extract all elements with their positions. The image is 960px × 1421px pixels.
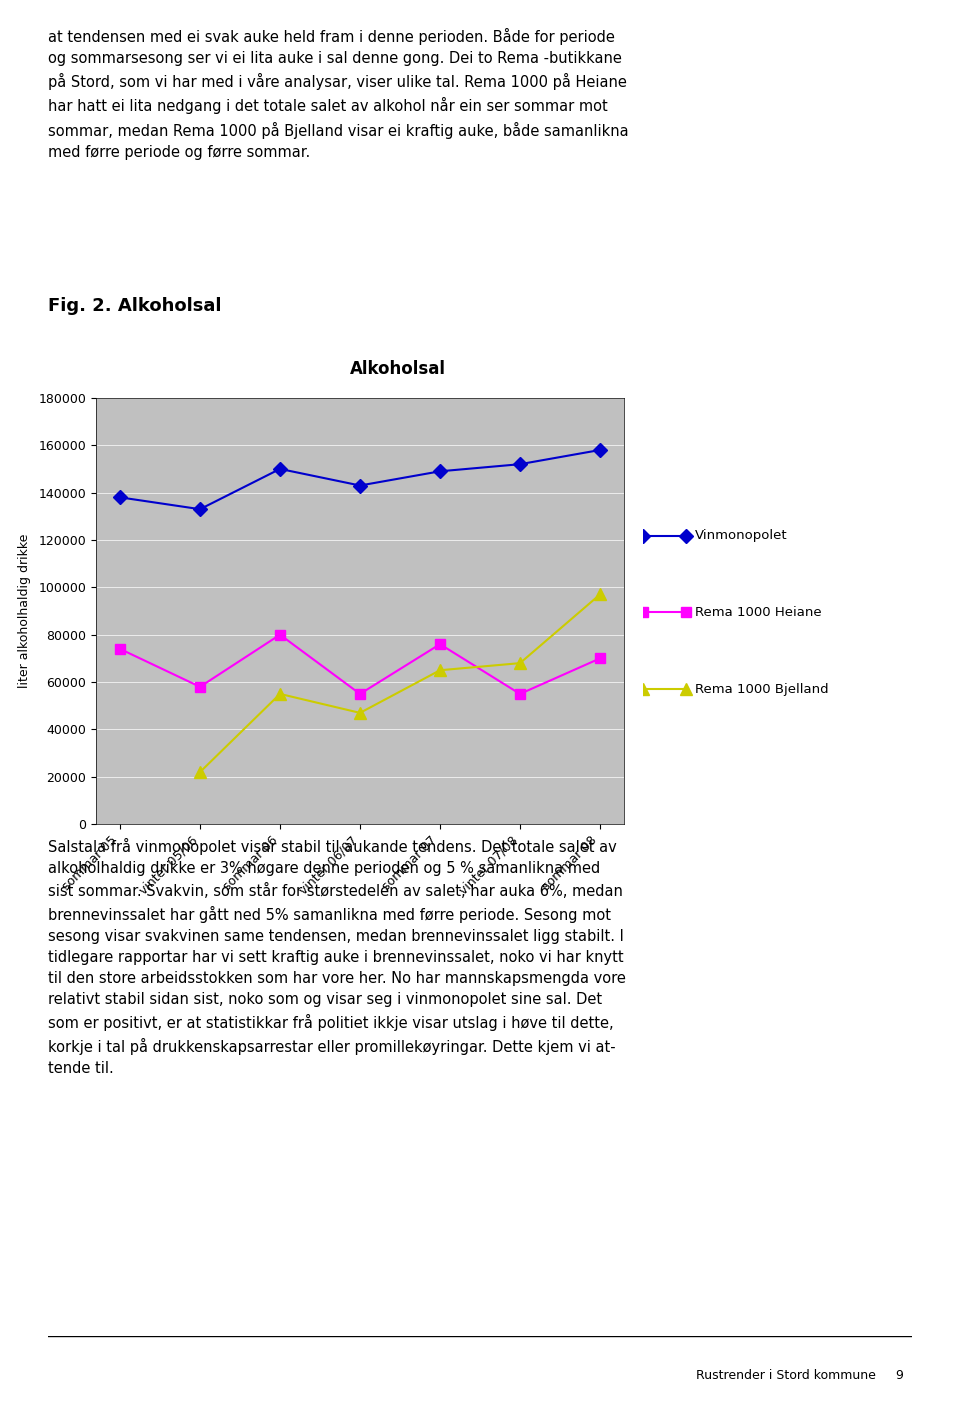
Line: Rema 1000 Heiane: Rema 1000 Heiane (115, 630, 605, 699)
Rema 1000 Heiane (275, 627, 286, 644)
Rema 1000 Heiane (354, 685, 366, 702)
Text: at tendensen med ei svak auke held fram i denne perioden. Både for periode
og so: at tendensen med ei svak auke held fram … (48, 28, 629, 159)
Text: Rustrender i Stord kommune: Rustrender i Stord kommune (696, 1368, 876, 1383)
Rema 1000 Heiane (594, 649, 606, 666)
Line: Rema 1000 Bjelland: Rema 1000 Bjelland (195, 588, 606, 777)
Vinmonopolet (515, 456, 526, 473)
Text: 9: 9 (896, 1368, 903, 1383)
Vinmonopolet (354, 477, 366, 495)
Rema 1000 Heiane (114, 641, 126, 658)
Rema 1000 Bjelland (354, 705, 366, 722)
Vinmonopolet (114, 489, 126, 506)
Text: Alkoholsal: Alkoholsal (350, 361, 446, 378)
Text: Fig. 2. Alkoholsal: Fig. 2. Alkoholsal (48, 297, 222, 314)
Rema 1000 Bjelland (594, 585, 606, 603)
Rema 1000 Bjelland (515, 655, 526, 672)
Vinmonopolet (194, 500, 205, 517)
Text: Vinmonopolet: Vinmonopolet (695, 529, 787, 543)
Vinmonopolet (275, 460, 286, 477)
Line: Vinmonopolet: Vinmonopolet (115, 445, 605, 514)
Text: Salstala frå vinmonopolet visar stabil til aukande tendens. Det totale salet av
: Salstala frå vinmonopolet visar stabil t… (48, 838, 626, 1076)
Rema 1000 Bjelland (275, 685, 286, 702)
Vinmonopolet (594, 442, 606, 459)
Vinmonopolet (434, 463, 445, 480)
Rema 1000 Heiane (434, 635, 445, 652)
Rema 1000 Bjelland (194, 763, 205, 780)
Y-axis label: liter alkoholhaldig drikke: liter alkoholhaldig drikke (18, 534, 32, 688)
Rema 1000 Heiane (194, 678, 205, 695)
Text: Rema 1000 Heiane: Rema 1000 Heiane (695, 605, 822, 620)
Text: Rema 1000 Bjelland: Rema 1000 Bjelland (695, 682, 828, 696)
Rema 1000 Heiane (515, 685, 526, 702)
Rema 1000 Bjelland (434, 662, 445, 679)
